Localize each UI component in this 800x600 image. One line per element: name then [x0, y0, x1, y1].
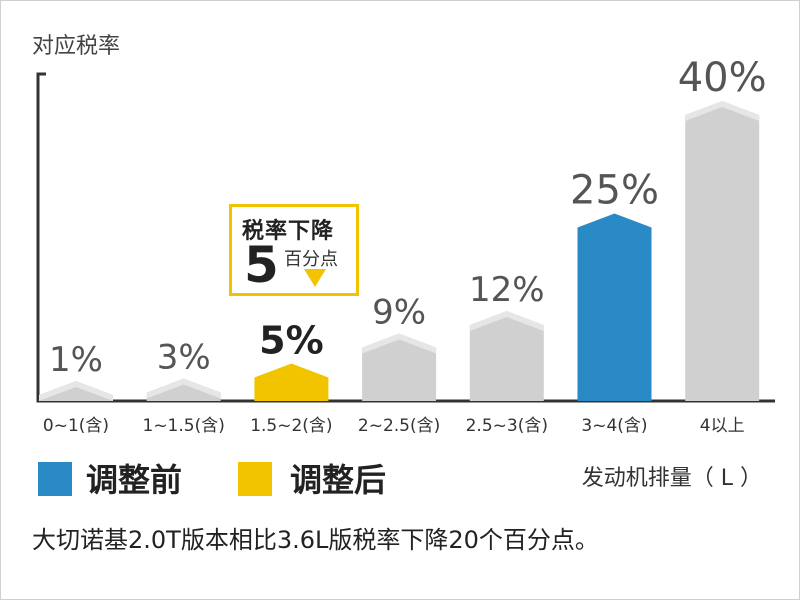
bar-roof: [685, 101, 760, 121]
bar: [685, 101, 760, 401]
footnote: 大切诺基2.0T版本相比3.6L版税率下降20个百分点。: [32, 526, 599, 554]
bar-roof: [39, 381, 113, 401]
legend-label-before: 调整前: [86, 461, 183, 499]
down-arrow-icon: [304, 269, 326, 287]
data-label: 9%: [372, 293, 426, 333]
bar: [469, 311, 544, 401]
x-axis-label: 发动机排量（ L ）: [581, 466, 762, 491]
tick-label: 1~1.5(含): [143, 416, 225, 436]
data-label: 5%: [259, 319, 324, 363]
callout-box: 税率下降 5 百分点: [229, 204, 359, 296]
bar-roof: [362, 333, 437, 354]
data-label: 25%: [570, 168, 659, 214]
tick-label: 2.5~3(含): [466, 416, 548, 436]
data-label: 12%: [469, 270, 545, 310]
bar: [362, 333, 437, 401]
bar: [577, 213, 652, 401]
data-label: 3%: [157, 338, 211, 378]
legend-swatch-after: [238, 462, 272, 496]
tick-label: 1.5~2(含): [250, 416, 332, 436]
callout-title: 税率下降: [242, 219, 335, 244]
bar-roof: [469, 311, 544, 331]
data-label: 1%: [49, 340, 103, 380]
legend-swatch-before: [38, 462, 72, 496]
tick-label: 4以上: [700, 416, 745, 436]
bar: [146, 378, 221, 401]
y-axis-label: 对应税率: [32, 34, 121, 59]
bar-roof: [146, 378, 221, 399]
legend-label-after: 调整后: [290, 461, 387, 499]
bar: [254, 363, 329, 401]
tick-label: 0~1(含): [43, 416, 109, 436]
bar: [39, 381, 113, 401]
tick-label: 3~4(含): [581, 416, 647, 436]
tick-label: 2~2.5(含): [358, 416, 440, 436]
callout-number: 5: [244, 236, 279, 294]
data-label: 40%: [678, 55, 767, 101]
callout-unit: 百分点: [284, 249, 338, 270]
